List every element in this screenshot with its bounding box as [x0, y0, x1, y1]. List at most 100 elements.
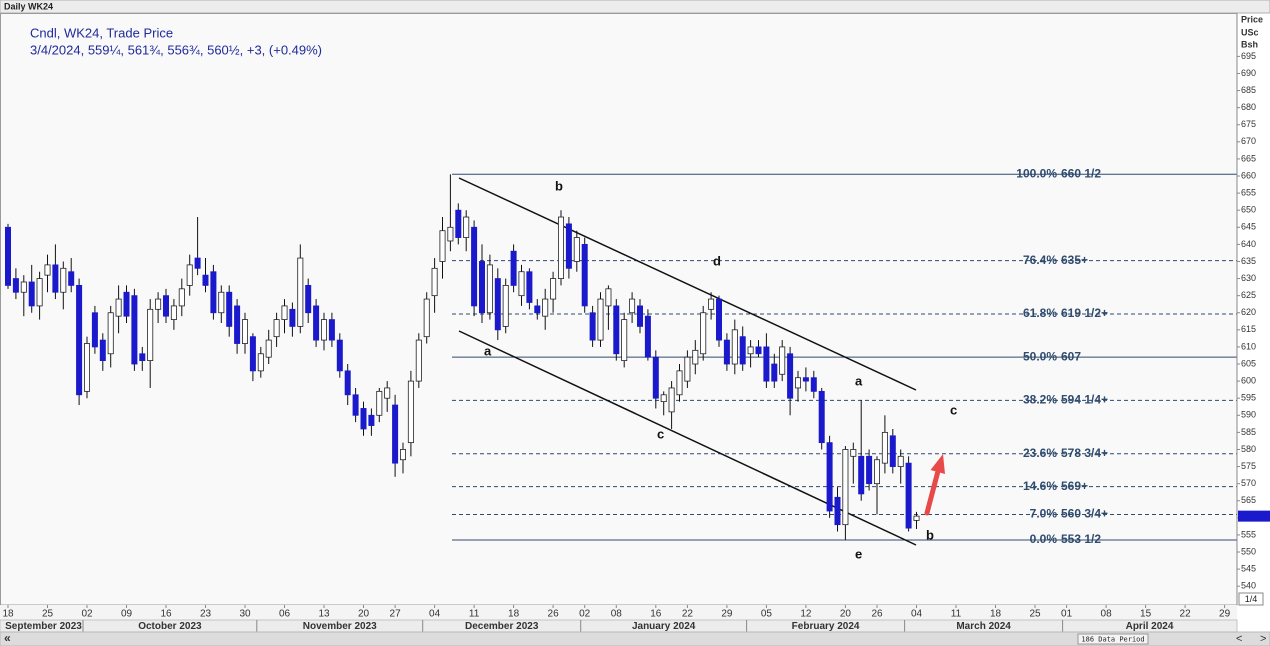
candle-body: [241, 319, 248, 344]
y-tick-label: 575: [1241, 461, 1256, 471]
candle-body: [202, 274, 209, 286]
scroll-left[interactable]: <: [1236, 633, 1242, 645]
candle-body: [810, 377, 817, 392]
wave-label: e: [855, 546, 862, 561]
x-tick-label: 12: [800, 609, 812, 620]
x-tick-label: 08: [1101, 609, 1113, 620]
header-title: Daily WK24: [4, 1, 53, 11]
candle-body: [447, 226, 454, 242]
scroll-start[interactable]: «: [4, 631, 11, 645]
candle-body: [826, 442, 833, 512]
x-tick-label: 04: [911, 609, 923, 620]
x-tick-label: 18: [2, 609, 14, 620]
candle-body: [170, 305, 177, 320]
x-tick-label: 30: [239, 609, 251, 620]
y-tick-label: 545: [1241, 563, 1256, 573]
fib-price: 607: [1061, 349, 1081, 363]
axes: 5405455505555605655705755805855905956006…: [2, 14, 1270, 632]
candle-body: [91, 312, 98, 348]
fib-pct: 38.2%: [1023, 393, 1057, 407]
candle-body: [376, 390, 383, 416]
candle-body: [320, 319, 327, 341]
x-tick-label: 11: [469, 609, 480, 620]
x-tick-label: 23: [200, 609, 212, 620]
x-tick-label: 01: [1061, 609, 1073, 620]
candle-body: [542, 298, 549, 317]
y-axis-label: Price: [1241, 14, 1263, 24]
candle-body: [502, 285, 509, 327]
candle-body: [76, 285, 83, 396]
candle-body: [565, 223, 572, 269]
month-label: January 2024: [632, 621, 696, 632]
wave-label: b: [555, 178, 563, 193]
y-tick-label: 695: [1241, 51, 1256, 61]
x-tick-label: 15: [1140, 609, 1152, 620]
candle-body: [368, 414, 375, 426]
candle-body: [186, 264, 193, 286]
y-tick-label: 675: [1241, 119, 1256, 129]
x-tick-label: 06: [279, 609, 291, 620]
candle-body: [431, 267, 438, 297]
candle-body: [486, 264, 493, 314]
candle-body: [637, 305, 644, 327]
candle-body: [28, 281, 35, 307]
x-tick-label: 08: [611, 609, 623, 620]
candles: [5, 174, 920, 541]
candle-body: [818, 390, 825, 444]
fib-pct: 0.0%: [1030, 532, 1058, 546]
scroll-right[interactable]: >: [1260, 633, 1266, 645]
candle-body: [629, 298, 636, 314]
y-tick-label: 630: [1241, 273, 1256, 283]
data-period-box[interactable]: [1077, 633, 1149, 645]
y-tick-label: 645: [1241, 222, 1256, 232]
candle-body: [297, 257, 304, 327]
candle-body: [478, 261, 485, 314]
candle-body: [439, 230, 446, 262]
candle-body: [107, 312, 114, 355]
arrow-shaft: [924, 470, 940, 516]
fib-pct: 14.6%: [1023, 479, 1057, 493]
candle-body: [20, 281, 27, 293]
candle-body: [644, 315, 651, 358]
candle-body: [597, 298, 604, 341]
y-tick-label: 590: [1241, 410, 1256, 420]
x-tick-label: 18: [508, 609, 520, 620]
candle-body: [281, 305, 288, 320]
y-tick-label: 665: [1241, 153, 1256, 163]
y-tick-label: 585: [1241, 427, 1256, 437]
chart-subtitle: 3/4/2024, 559¼, 561¾, 556¾, 560½, +3, (+…: [30, 42, 322, 57]
scrollbar[interactable]: [0, 631, 1270, 646]
y-tick-label: 635: [1241, 256, 1256, 266]
candle-body: [360, 408, 367, 430]
x-tick-label: 29: [721, 609, 733, 620]
candle-body: [407, 380, 414, 444]
candle-body: [708, 298, 715, 310]
candle-body: [881, 431, 888, 464]
candle-body: [384, 387, 391, 399]
data-period[interactable]: 186 Data Period: [1081, 636, 1144, 644]
candle-body: [162, 295, 169, 317]
y-tick-label: 690: [1241, 68, 1256, 78]
candle-body: [265, 339, 272, 358]
candle-body: [660, 394, 667, 403]
candle-body: [84, 343, 91, 392]
date-row: [0, 605, 1237, 620]
candle-body: [550, 278, 557, 300]
candle-body: [897, 455, 904, 467]
candle-body: [44, 264, 51, 276]
candle-body: [723, 339, 730, 365]
fib-price: 594 1/4+: [1061, 393, 1108, 407]
candle-body: [866, 455, 873, 485]
candle-body: [874, 459, 881, 485]
x-tick-label: 11: [951, 609, 962, 620]
candle-body: [771, 363, 778, 382]
candle-body: [802, 377, 809, 382]
x-tick-label: 26: [871, 609, 883, 620]
x-tick-label: 29: [1219, 609, 1231, 620]
page-label-box: [1238, 592, 1264, 606]
y-tick-label: 670: [1241, 136, 1256, 146]
y-tick-label: 620: [1241, 307, 1256, 317]
x-tick-label: 27: [390, 609, 402, 620]
candle-body: [68, 271, 75, 286]
candle-body: [12, 278, 19, 293]
